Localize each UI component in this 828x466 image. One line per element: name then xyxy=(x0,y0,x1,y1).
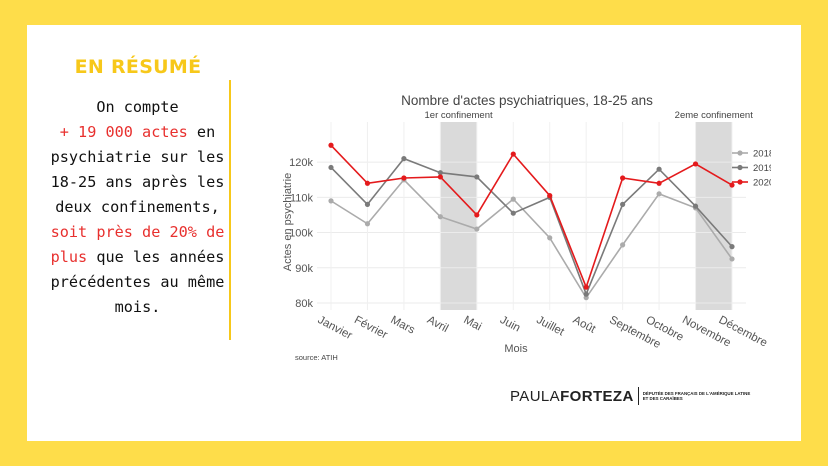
legend-marker-2020 xyxy=(737,179,743,185)
data-point-2020 xyxy=(729,182,735,188)
y-axis-label: Actes en psychiatrie xyxy=(282,173,294,271)
summary-line-2-suffix: en xyxy=(187,123,216,141)
legend-marker-2019 xyxy=(737,164,743,171)
data-point-2019 xyxy=(510,210,516,216)
legend-label-2019: 2019 xyxy=(753,163,771,174)
footer-logo: PAULA FORTEZA DÉPUTÉE DES FRANÇAIS DE L'A… xyxy=(510,386,763,406)
y-tick-label: 110k xyxy=(290,192,314,204)
chart-panel: Nombre d'actes psychiatriques, 18-25 ans… xyxy=(249,54,774,370)
x-tick-label: Avril xyxy=(425,314,450,335)
y-tick-label: 100k xyxy=(289,228,313,240)
data-point-2018 xyxy=(364,221,371,227)
summary-line-7: plus que les années xyxy=(50,245,225,270)
y-tick-label: 80k xyxy=(295,298,313,310)
data-point-2020 xyxy=(437,174,443,180)
summary-line-1: On compte xyxy=(96,98,179,116)
x-tick-label: Mars xyxy=(389,314,417,337)
y-tick-label: 90k xyxy=(295,263,313,275)
data-point-2020 xyxy=(620,175,626,181)
x-tick-label: Juillet xyxy=(534,314,566,339)
summary-highlight-acts: + 19 000 actes xyxy=(59,123,188,141)
summary-line-4: 18-25 ans après les xyxy=(50,173,225,191)
data-point-2019 xyxy=(437,170,443,176)
data-point-2020 xyxy=(547,193,553,199)
logo-separator xyxy=(637,387,639,405)
summary-line-3: psychiatrie sur les xyxy=(50,148,225,166)
psychiatric-acts-chart: Nombre d'actes psychiatriques, 18-25 ans… xyxy=(282,93,774,362)
summary-line-6: soit près de 20% de xyxy=(50,223,225,241)
summary-line-5: deux confinements, xyxy=(55,198,220,216)
series-line-2019 xyxy=(330,157,733,297)
data-point-2019 xyxy=(656,166,662,172)
summary-line-2: + 19 000 actes en xyxy=(50,120,225,145)
logo-last-name: FORTEZA xyxy=(560,387,634,405)
data-point-2018 xyxy=(474,226,480,232)
data-point-2019 xyxy=(474,174,480,180)
logo-subtitle-line-2: ET DES CARAÏBES xyxy=(642,396,683,401)
summary-highlight-plus: plus xyxy=(50,248,88,266)
logo-subtitle: DÉPUTÉE DES FRANÇAIS DE L'AMÉRIQUE LATIN… xyxy=(643,391,763,402)
vertical-divider xyxy=(229,80,231,340)
x-tick-label: Janvier xyxy=(316,314,355,342)
data-point-2019 xyxy=(583,291,589,297)
data-point-2020 xyxy=(364,180,371,186)
summary-line-9: mois. xyxy=(114,298,161,316)
series-line-2020 xyxy=(330,144,733,290)
data-point-2019 xyxy=(729,244,735,250)
data-point-2019 xyxy=(328,164,334,171)
lockdown-label-1: 1er confinement xyxy=(425,110,493,121)
data-point-2019 xyxy=(364,201,371,207)
legend-label-2018: 2018 xyxy=(753,149,771,160)
data-point-2018 xyxy=(656,191,662,197)
summary-title: EN RÉSUMÉ xyxy=(74,56,202,78)
data-point-2020 xyxy=(583,284,589,290)
data-point-2019 xyxy=(620,201,626,207)
data-point-2020 xyxy=(656,180,662,186)
x-tick-label: Mai xyxy=(461,314,483,333)
data-point-2020 xyxy=(401,175,407,181)
data-point-2018 xyxy=(328,198,334,204)
lockdown-label-2: 2eme confinement xyxy=(675,110,754,121)
data-point-2018 xyxy=(510,196,516,202)
chart-source: source: ATIH xyxy=(295,353,338,362)
data-point-2020 xyxy=(692,161,699,167)
data-point-2018 xyxy=(729,256,735,262)
x-tick-label: Août xyxy=(571,314,598,336)
summary-text: On compte + 19 000 actes en psychiatrie … xyxy=(50,95,225,320)
data-point-2018 xyxy=(620,242,626,248)
legend-marker-2018 xyxy=(737,150,743,156)
data-point-2018 xyxy=(437,214,443,220)
summary-line-7-suffix: que les années xyxy=(87,248,225,266)
summary-line-8: précédentes au même xyxy=(50,273,225,291)
x-tick-label: Juin xyxy=(498,314,522,335)
legend-label-2020: 2020 xyxy=(753,178,771,189)
data-point-2020 xyxy=(474,212,480,218)
data-point-2019 xyxy=(692,203,699,209)
data-point-2018 xyxy=(547,235,553,241)
x-axis-label: Mois xyxy=(504,343,528,355)
data-point-2020 xyxy=(328,142,334,148)
lockdown-shade-1 xyxy=(440,122,477,310)
logo-subtitle-line-1: DÉPUTÉE DES FRANÇAIS DE L'AMÉRIQUE LATIN… xyxy=(642,390,751,396)
chart-title: Nombre d'actes psychiatriques, 18-25 ans xyxy=(401,93,653,108)
series-line-2018 xyxy=(330,178,733,300)
data-point-2020 xyxy=(510,151,516,157)
y-tick-label: 120k xyxy=(289,157,313,169)
data-point-2019 xyxy=(401,156,407,162)
logo-first-name: PAULA xyxy=(510,387,561,405)
x-tick-label: Février xyxy=(352,314,389,341)
